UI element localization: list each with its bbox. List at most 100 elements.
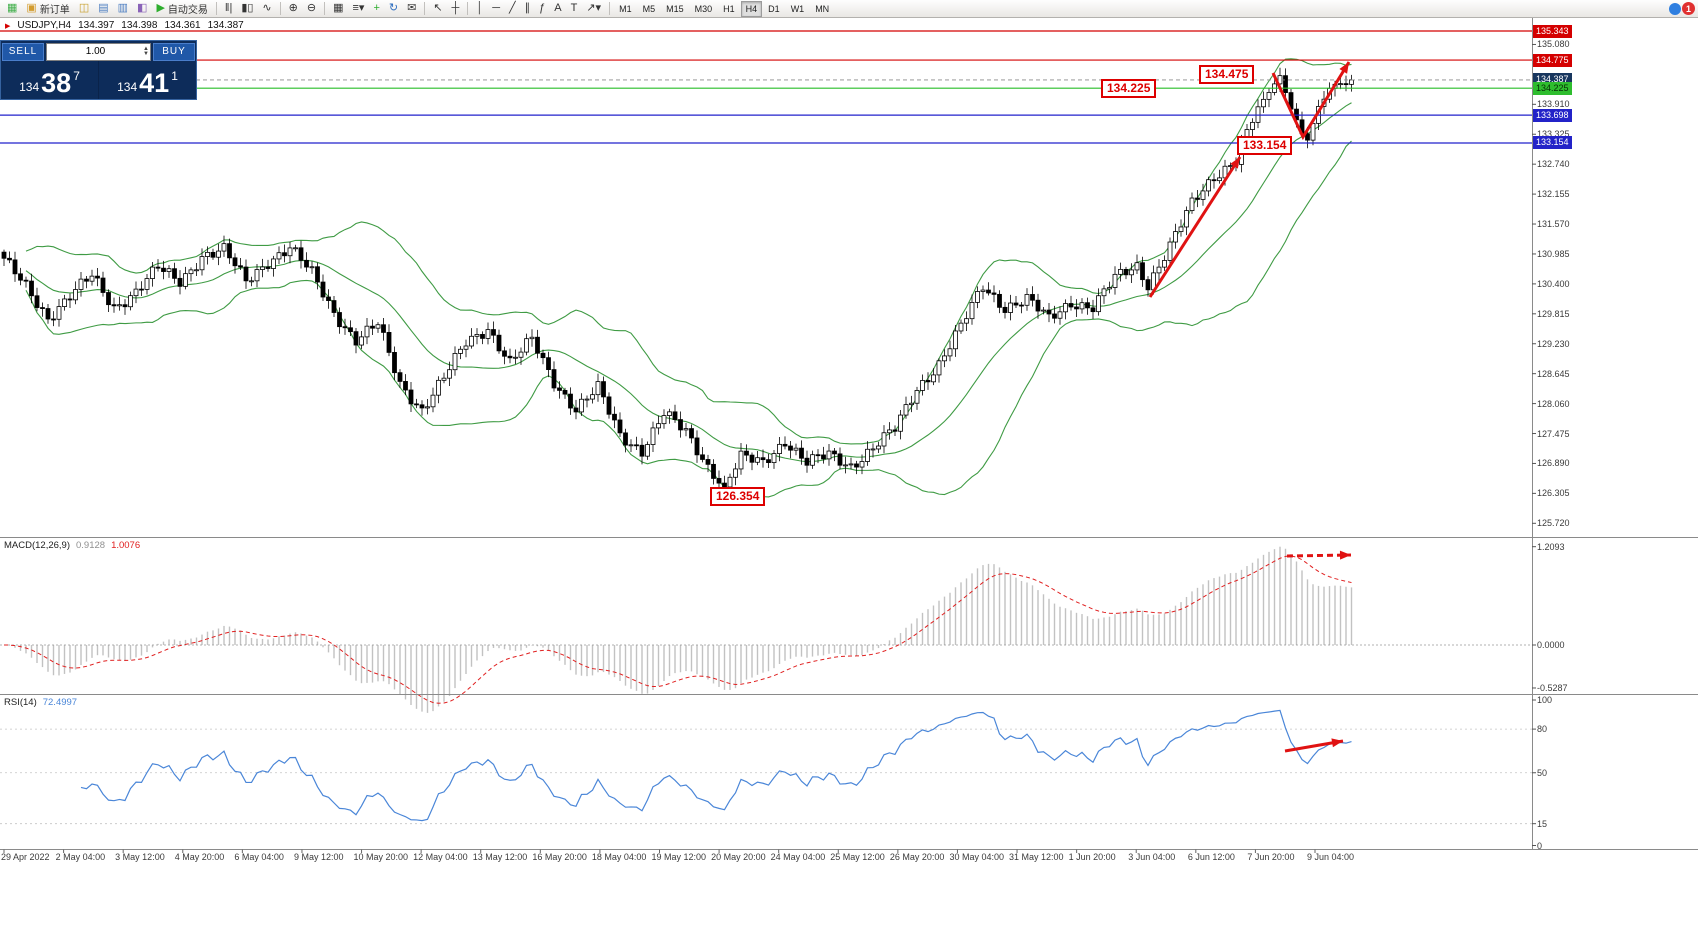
indicators-list-icon[interactable]: ≡▾ [348,0,368,17]
time-axis-label: 26 May 20:00 [889,852,945,862]
price-axis-label: 128.060 [1537,398,1570,409]
crosshair-icon[interactable]: ┼ [448,0,464,17]
volume-value[interactable]: 1.00 [85,46,106,57]
volume-up-icon[interactable]: ▲ [143,45,149,52]
price-badge: 135.343 [1533,24,1572,38]
price-axis-label: 135.080 [1537,39,1570,50]
time-axis-label: 29 Apr 2022 [1,852,50,862]
time-axis-label: 19 May 12:00 [651,852,707,862]
channel-icon-glyph: ∥ [524,2,531,14]
price-annotation-134-475[interactable]: 134.475 [1199,65,1255,84]
market-watch-icon[interactable]: ▥ [114,0,132,17]
tf-w1-button[interactable]: W1 [786,1,810,17]
tile-windows-icon[interactable]: ▦ [329,0,347,17]
tf-h4-button-label: H4 [745,3,758,14]
trend-arrows[interactable] [1148,61,1352,753]
tf-m30-button[interactable]: M30 [690,1,718,17]
macd-scale-label: 0.0000 [1537,640,1565,650]
toolbar: ▦ ▣ 新订单 ◫ ▤ ▥ ◧ ▶ 自动交易 ‖| ▮▯ ∿ ⊕ ⊖ ▦ ≡▾ + ↻ ✉ ↖ ┼ │ ─ ╱ ∥ ƒ A T ↗▾ M1… [0,0,1698,18]
arrows-tool-icon[interactable]: ↗▾ [582,0,605,17]
sell-price[interactable]: 134 38 7 [1,61,98,99]
time-axis-label: 10 May 20:00 [353,852,409,862]
chart-window-icon[interactable]: ◫ [75,0,93,17]
ohlc-high: 134.398 [121,20,158,31]
tf-mn-button[interactable]: MN [810,1,834,17]
tf-h4-button[interactable]: H4 [740,0,763,17]
fibonacci-icon[interactable]: ƒ [535,0,549,17]
time-axis-label: 9 Jun 04:00 [1307,852,1355,862]
price-axis-label: 129.230 [1537,338,1570,349]
price-annotation-134-225[interactable]: 134.225 [1101,79,1157,98]
tf-m15-button[interactable]: M15 [661,1,689,17]
notification-badge[interactable]: 1 [1682,2,1695,15]
sell-price-base: 134 [19,80,40,94]
profiles-icon[interactable]: ▤ [94,0,112,17]
tf-m5-button[interactable]: M5 [638,1,661,17]
candlestick-chart-type-icon[interactable]: ▮▯ [237,0,257,17]
cursor-icon[interactable]: ↖ [429,0,446,17]
rsi-scale-label: 80 [1537,724,1548,735]
time-axis-label: 4 May 20:00 [174,852,225,862]
ohlc-low: 134.361 [164,20,201,31]
price-axis-label: 130.400 [1537,278,1570,289]
price-axis-label: 133.325 [1537,129,1570,140]
buy-price[interactable]: 134 41 1 [99,61,196,99]
macd-header: MACD(12,26,9) 0.9128 1.0076 [4,540,140,551]
label-icon-glyph: T [570,2,578,14]
tf-d1-button[interactable]: D1 [763,1,785,17]
panel-separators[interactable] [0,18,1698,850]
app-icon-glyph: ▦ [7,2,18,14]
volume-down-icon[interactable]: ▼ [143,50,149,57]
tf-h1-button[interactable]: H1 [718,1,740,17]
app-icon[interactable]: ▦ [3,0,21,17]
volume-spinner[interactable]: ▲ ▼ [143,45,149,57]
price-annotation-133-154[interactable]: 133.154 [1237,136,1293,155]
vertical-line-icon[interactable]: │ [472,0,487,17]
price-axis-label: 125.720 [1537,518,1570,529]
price-badge: 133.698 [1533,108,1572,122]
toolbar-separator [279,2,281,15]
horizontal-line-icon[interactable]: ─ [488,0,504,17]
add-indicator-icon[interactable]: + [369,0,383,17]
volume-input[interactable]: 1.00 ▲ ▼ [46,42,151,61]
autotrading-button[interactable]: ▶ 自动交易 [152,0,211,17]
macd-label: MACD(12,26,9) [4,540,70,551]
refresh-icon[interactable]: ↻ [385,0,402,17]
price-axis-label: 130.985 [1537,248,1570,259]
sell-button[interactable]: SELL [2,42,44,61]
navigator-icon[interactable]: ◧ [133,0,151,17]
cursor-icon-glyph: ↖ [433,2,443,14]
line-chart-type-icon[interactable]: ∿ [258,0,275,17]
tf-m1-button[interactable]: M1 [614,1,637,17]
rsi-line [0,709,1532,825]
macd-scale-label: -0.5287 [1537,682,1568,693]
time-axis-label: 31 May 12:00 [1009,852,1064,862]
assistant-icon[interactable] [1669,2,1681,15]
rsi-label: RSI(14) [4,697,37,708]
trendline-icon[interactable]: ╱ [505,0,520,17]
time-axis-label: 2 May 04:00 [55,852,106,862]
rsi-scale-label: 50 [1537,767,1548,778]
price-annotation-126-354[interactable]: 126.354 [710,487,766,506]
toolbar-separator [215,2,217,15]
rsi-header: RSI(14) 72.4997 [4,697,77,708]
price-axis-label: 127.475 [1537,428,1570,439]
new-order-button[interactable]: ▣ 新订单 [22,0,73,17]
tf-m30-button-label: M30 [694,3,713,14]
zoom-in-icon[interactable]: ⊕ [285,0,302,17]
buy-button[interactable]: BUY [153,42,195,61]
text-icon-glyph: A [554,2,562,14]
text-icon[interactable]: A [550,0,565,17]
bar-chart-type-icon[interactable]: ‖| [221,0,236,17]
buy-price-sup: 1 [171,69,178,83]
tf-h1-button-label: H1 [723,3,735,14]
mail-icon-glyph: ✉ [407,2,417,14]
mail-icon[interactable]: ✉ [403,0,420,17]
price-divider [98,61,99,99]
fibonacci-icon-glyph: ƒ [539,2,546,14]
label-icon[interactable]: T [567,0,582,17]
channel-icon[interactable]: ∥ [521,0,535,17]
time-axis-label: 6 Jun 12:00 [1187,852,1235,862]
zoom-out-icon[interactable]: ⊖ [303,0,320,17]
